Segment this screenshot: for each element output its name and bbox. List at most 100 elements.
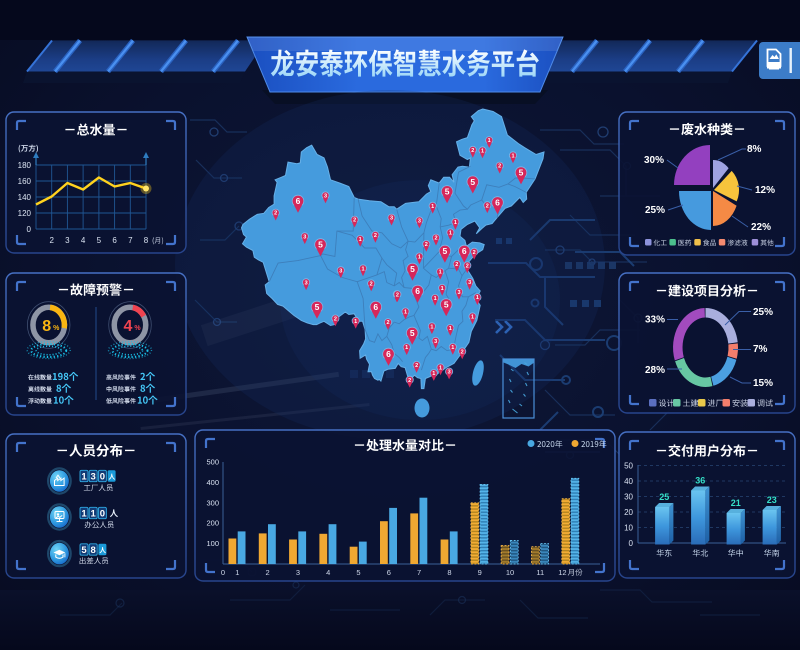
svg-text:0: 0: [629, 539, 634, 548]
svg-text:180: 180: [18, 161, 32, 170]
svg-text:25: 25: [659, 492, 669, 502]
svg-text:5: 5: [315, 302, 320, 312]
svg-text:2: 2: [461, 349, 464, 355]
svg-text:400: 400: [206, 478, 219, 487]
svg-text:%: %: [134, 325, 141, 332]
svg-text:120: 120: [18, 209, 32, 218]
svg-text:200: 200: [206, 519, 219, 528]
svg-text:4: 4: [326, 568, 330, 577]
svg-text:2: 2: [408, 378, 411, 384]
svg-text:2: 2: [471, 148, 474, 154]
svg-text:23: 23: [767, 495, 777, 505]
svg-text:3: 3: [324, 194, 327, 200]
svg-text:6: 6: [387, 568, 391, 577]
svg-text:300: 300: [206, 498, 219, 507]
svg-text:0: 0: [221, 568, 225, 577]
svg-text:3: 3: [296, 568, 300, 577]
svg-text:12%: 12%: [755, 185, 775, 196]
svg-text:2: 2: [434, 236, 437, 242]
svg-text:1: 1: [404, 310, 407, 316]
svg-text:9: 9: [478, 568, 482, 577]
svg-text:28%: 28%: [645, 365, 665, 376]
svg-text:1: 1: [441, 286, 444, 292]
svg-text:8: 8: [91, 545, 96, 556]
svg-text:8: 8: [144, 236, 149, 245]
svg-text:36: 36: [695, 476, 705, 486]
svg-text:11: 11: [536, 568, 544, 577]
svg-text:1: 1: [481, 148, 484, 154]
svg-text:1: 1: [354, 319, 357, 325]
svg-text:160: 160: [18, 177, 32, 186]
svg-text:2: 2: [473, 250, 476, 256]
svg-text:3: 3: [65, 236, 70, 245]
svg-text:1: 1: [476, 295, 479, 301]
svg-text:2: 2: [425, 242, 428, 248]
svg-text:22%: 22%: [751, 222, 771, 233]
svg-text:7%: 7%: [753, 344, 768, 355]
svg-text:15%: 15%: [753, 378, 773, 389]
svg-text:6: 6: [462, 246, 467, 256]
svg-text:1: 1: [431, 204, 434, 210]
svg-text:5: 5: [519, 168, 524, 178]
svg-text:1: 1: [235, 568, 239, 577]
svg-text:5: 5: [444, 300, 449, 310]
svg-text:33%: 33%: [645, 315, 665, 326]
svg-text:2: 2: [49, 236, 54, 245]
svg-text:3: 3: [418, 219, 421, 225]
svg-text:4: 4: [81, 236, 86, 245]
svg-text:2: 2: [386, 320, 389, 326]
svg-text:10: 10: [624, 524, 633, 533]
svg-text:1: 1: [361, 266, 364, 272]
svg-text:3: 3: [303, 234, 306, 240]
svg-text:1: 1: [439, 270, 442, 276]
svg-text:21: 21: [731, 498, 741, 508]
svg-text:5: 5: [356, 568, 360, 577]
svg-text:140: 140: [18, 193, 32, 202]
svg-text:1: 1: [432, 371, 435, 377]
svg-text:20: 20: [624, 508, 633, 517]
svg-text:1: 1: [81, 508, 87, 519]
svg-text:3: 3: [468, 280, 471, 286]
svg-text:2: 2: [266, 568, 270, 577]
svg-text:0: 0: [27, 225, 32, 234]
svg-text:1: 1: [488, 138, 491, 144]
svg-text:1: 1: [418, 255, 421, 261]
svg-text:25%: 25%: [645, 205, 665, 216]
svg-text:2: 2: [334, 317, 337, 323]
svg-text:0: 0: [100, 508, 105, 519]
svg-text:6: 6: [112, 236, 117, 245]
svg-text:6: 6: [373, 302, 378, 312]
svg-text:8%: 8%: [747, 144, 762, 155]
svg-text:50: 50: [624, 462, 633, 471]
svg-text:5: 5: [410, 328, 415, 338]
svg-text:25%: 25%: [753, 307, 773, 318]
svg-text:4: 4: [124, 318, 133, 335]
svg-text:7: 7: [417, 568, 421, 577]
svg-text:8: 8: [447, 568, 451, 577]
svg-text:30: 30: [624, 493, 633, 502]
svg-text:2: 2: [353, 218, 356, 224]
svg-text:6: 6: [296, 196, 301, 206]
svg-text:1: 1: [449, 230, 452, 236]
svg-text:3: 3: [390, 216, 393, 222]
svg-text:500: 500: [206, 458, 219, 467]
svg-text:1: 1: [91, 508, 97, 519]
svg-text:2: 2: [374, 233, 377, 239]
svg-text:6: 6: [495, 198, 500, 208]
svg-text:6: 6: [415, 286, 420, 296]
svg-text:3: 3: [305, 280, 308, 286]
svg-text:2: 2: [466, 263, 469, 269]
svg-text:5: 5: [445, 187, 450, 197]
svg-text:3: 3: [91, 471, 96, 482]
svg-text:6: 6: [386, 349, 391, 359]
svg-text:5: 5: [443, 246, 448, 256]
svg-text:2: 2: [415, 363, 418, 369]
svg-text:2: 2: [498, 164, 501, 170]
svg-text:5: 5: [81, 545, 87, 556]
svg-text:5: 5: [410, 264, 415, 274]
svg-text:3: 3: [448, 370, 451, 376]
svg-text:1: 1: [454, 220, 457, 226]
svg-text:1: 1: [81, 471, 87, 482]
svg-text:30%: 30%: [644, 155, 664, 166]
svg-text:3: 3: [339, 268, 342, 274]
